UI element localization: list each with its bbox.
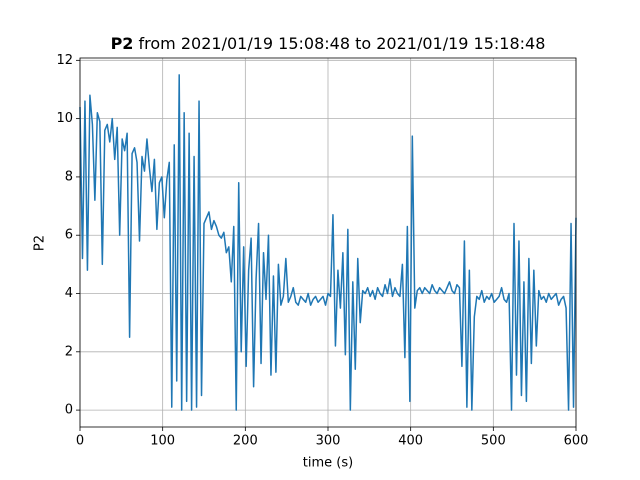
y-tick-label: 0: [65, 403, 73, 418]
data-line: [79, 74, 577, 411]
y-tick-label: 4: [65, 286, 73, 301]
y-tick-label: 12: [56, 53, 73, 68]
x-tick-label: 600: [564, 434, 589, 449]
y-tick-label: 6: [65, 228, 73, 243]
x-tick-label: 300: [316, 434, 341, 449]
y-axis-label: P2: [33, 235, 48, 251]
x-tick-label: 400: [398, 434, 423, 449]
title-bold: P2: [111, 34, 134, 53]
x-tick-label: 100: [150, 434, 175, 449]
title-rest: from 2021/01/19 15:08:48 to 2021/01/19 1…: [139, 34, 546, 53]
x-tick-label: 500: [481, 434, 506, 449]
x-axis-label: time (s): [303, 456, 353, 471]
plot-frame: [79, 57, 577, 428]
y-tick-label: 2: [65, 344, 73, 359]
y-tick-label: 8: [65, 169, 73, 184]
x-tick-label: 0: [76, 434, 84, 449]
y-tick-label: 10: [56, 111, 73, 126]
chart-title: P2 from 2021/01/19 15:08:48 to 2021/01/1…: [111, 34, 546, 53]
x-tick-label: 200: [233, 434, 258, 449]
